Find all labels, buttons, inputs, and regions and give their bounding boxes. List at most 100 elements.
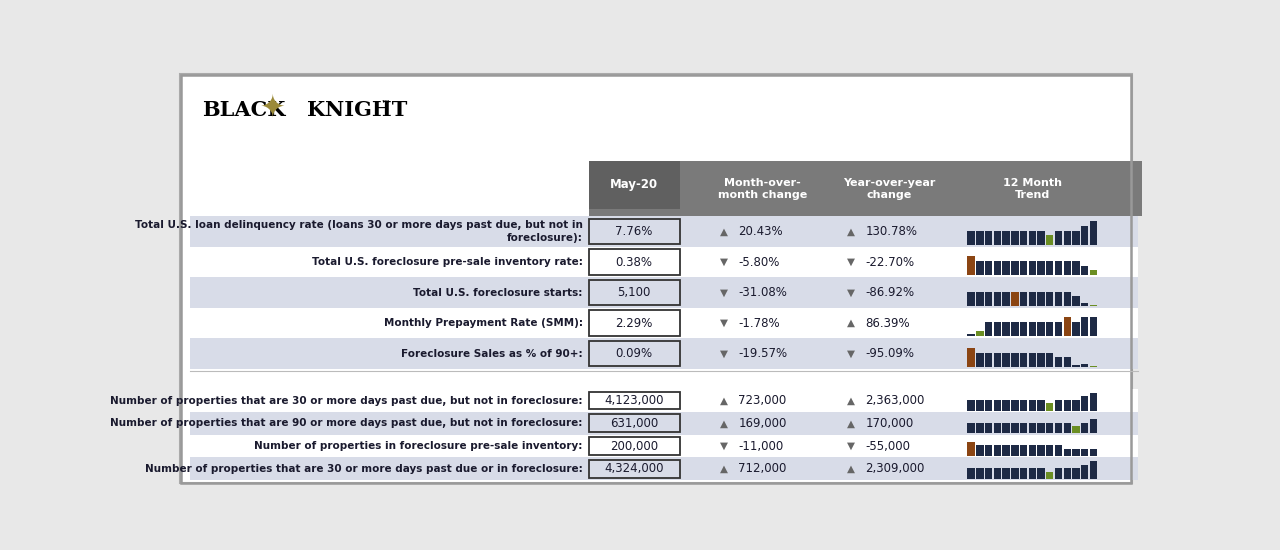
Bar: [189, 308, 1138, 338]
Bar: [993, 292, 1001, 306]
Bar: [1037, 446, 1044, 456]
Text: Number of properties that are 90 or more days past due, but not in foreclosure:: Number of properties that are 90 or more…: [110, 419, 582, 428]
Bar: [1037, 261, 1044, 276]
Text: -1.78%: -1.78%: [739, 317, 780, 329]
Bar: [1037, 400, 1044, 410]
Bar: [189, 277, 1138, 308]
Text: Total U.S. loan delinquency rate (loans 30 or more days past due, but not in
for: Total U.S. loan delinquency rate (loans …: [134, 221, 582, 243]
Text: Monthly Prepayment Rate (SMM):: Monthly Prepayment Rate (SMM):: [384, 318, 582, 328]
Bar: [1046, 472, 1053, 479]
Bar: [1011, 231, 1019, 245]
Text: 712,000: 712,000: [739, 463, 787, 475]
Bar: [1002, 322, 1010, 337]
Bar: [1055, 446, 1062, 456]
Bar: [1064, 317, 1071, 337]
Bar: [589, 249, 680, 275]
Text: 0.09%: 0.09%: [616, 347, 653, 360]
Bar: [993, 353, 1001, 367]
Text: -22.70%: -22.70%: [865, 256, 914, 268]
Bar: [1089, 393, 1097, 410]
Bar: [1064, 422, 1071, 433]
Bar: [189, 216, 1138, 247]
Bar: [993, 231, 1001, 245]
Bar: [968, 422, 975, 433]
Bar: [1020, 446, 1028, 456]
Text: KNIGHT: KNIGHT: [307, 101, 407, 120]
Bar: [1073, 426, 1080, 433]
Text: ▼: ▼: [847, 257, 855, 267]
Bar: [1011, 261, 1019, 276]
Text: Number of properties in foreclosure pre-sale inventory:: Number of properties in foreclosure pre-…: [255, 441, 582, 451]
Text: ▲: ▲: [847, 227, 855, 236]
Bar: [589, 280, 680, 305]
Bar: [968, 400, 975, 410]
Bar: [1082, 317, 1088, 337]
Text: 2.29%: 2.29%: [616, 317, 653, 329]
Bar: [1064, 400, 1071, 410]
Text: 170,000: 170,000: [865, 417, 914, 430]
Text: 4,123,000: 4,123,000: [604, 394, 664, 407]
Bar: [977, 331, 983, 337]
Text: ™: ™: [380, 98, 390, 108]
Text: ▲: ▲: [721, 419, 728, 428]
Text: ▲: ▲: [721, 464, 728, 474]
Bar: [1073, 468, 1080, 479]
Bar: [1082, 465, 1088, 479]
Bar: [1029, 446, 1036, 456]
Bar: [589, 219, 680, 244]
Bar: [968, 468, 975, 479]
Bar: [984, 400, 992, 410]
Bar: [1011, 353, 1019, 367]
Bar: [1055, 358, 1062, 367]
Bar: [1029, 422, 1036, 433]
Text: 2,309,000: 2,309,000: [865, 463, 924, 475]
Bar: [189, 458, 1138, 480]
Bar: [1029, 400, 1036, 410]
Text: ▼: ▼: [847, 288, 855, 298]
Text: 130.78%: 130.78%: [865, 225, 918, 238]
Bar: [1082, 303, 1088, 306]
Text: ▼: ▼: [847, 349, 855, 359]
Text: ▲: ▲: [847, 419, 855, 428]
Bar: [1002, 400, 1010, 410]
Bar: [1020, 400, 1028, 410]
Bar: [1020, 322, 1028, 337]
Bar: [984, 322, 992, 337]
Bar: [1046, 404, 1053, 410]
Bar: [1073, 296, 1080, 306]
Bar: [968, 334, 975, 337]
Bar: [977, 353, 983, 367]
Bar: [1089, 270, 1097, 276]
Bar: [1037, 322, 1044, 337]
Text: -31.08%: -31.08%: [739, 286, 787, 299]
Bar: [1020, 422, 1028, 433]
Text: ▲: ▲: [847, 464, 855, 474]
Bar: [1046, 235, 1053, 245]
Bar: [977, 261, 983, 276]
Text: ▼: ▼: [721, 288, 728, 298]
Bar: [1055, 422, 1062, 433]
Bar: [1020, 353, 1028, 367]
Text: ▼: ▼: [721, 318, 728, 328]
Bar: [1055, 400, 1062, 410]
Text: 631,000: 631,000: [611, 417, 658, 430]
Bar: [1020, 231, 1028, 245]
Bar: [589, 310, 680, 336]
Bar: [1073, 231, 1080, 245]
Bar: [984, 353, 992, 367]
Text: Year-over-year
change: Year-over-year change: [844, 178, 936, 200]
Bar: [1089, 366, 1097, 367]
Text: 12 Month
Trend: 12 Month Trend: [1004, 178, 1062, 200]
Bar: [977, 292, 983, 306]
Text: -11,000: -11,000: [739, 439, 783, 453]
Text: BLACK: BLACK: [202, 101, 285, 120]
Bar: [1073, 261, 1080, 276]
Text: 4,324,000: 4,324,000: [604, 463, 664, 475]
Bar: [984, 231, 992, 245]
Bar: [1082, 226, 1088, 245]
Bar: [993, 446, 1001, 456]
Bar: [1082, 422, 1088, 433]
Bar: [1064, 231, 1071, 245]
Text: Foreclosure Sales as % of 90+:: Foreclosure Sales as % of 90+:: [401, 349, 582, 359]
Text: ▲: ▲: [721, 395, 728, 405]
